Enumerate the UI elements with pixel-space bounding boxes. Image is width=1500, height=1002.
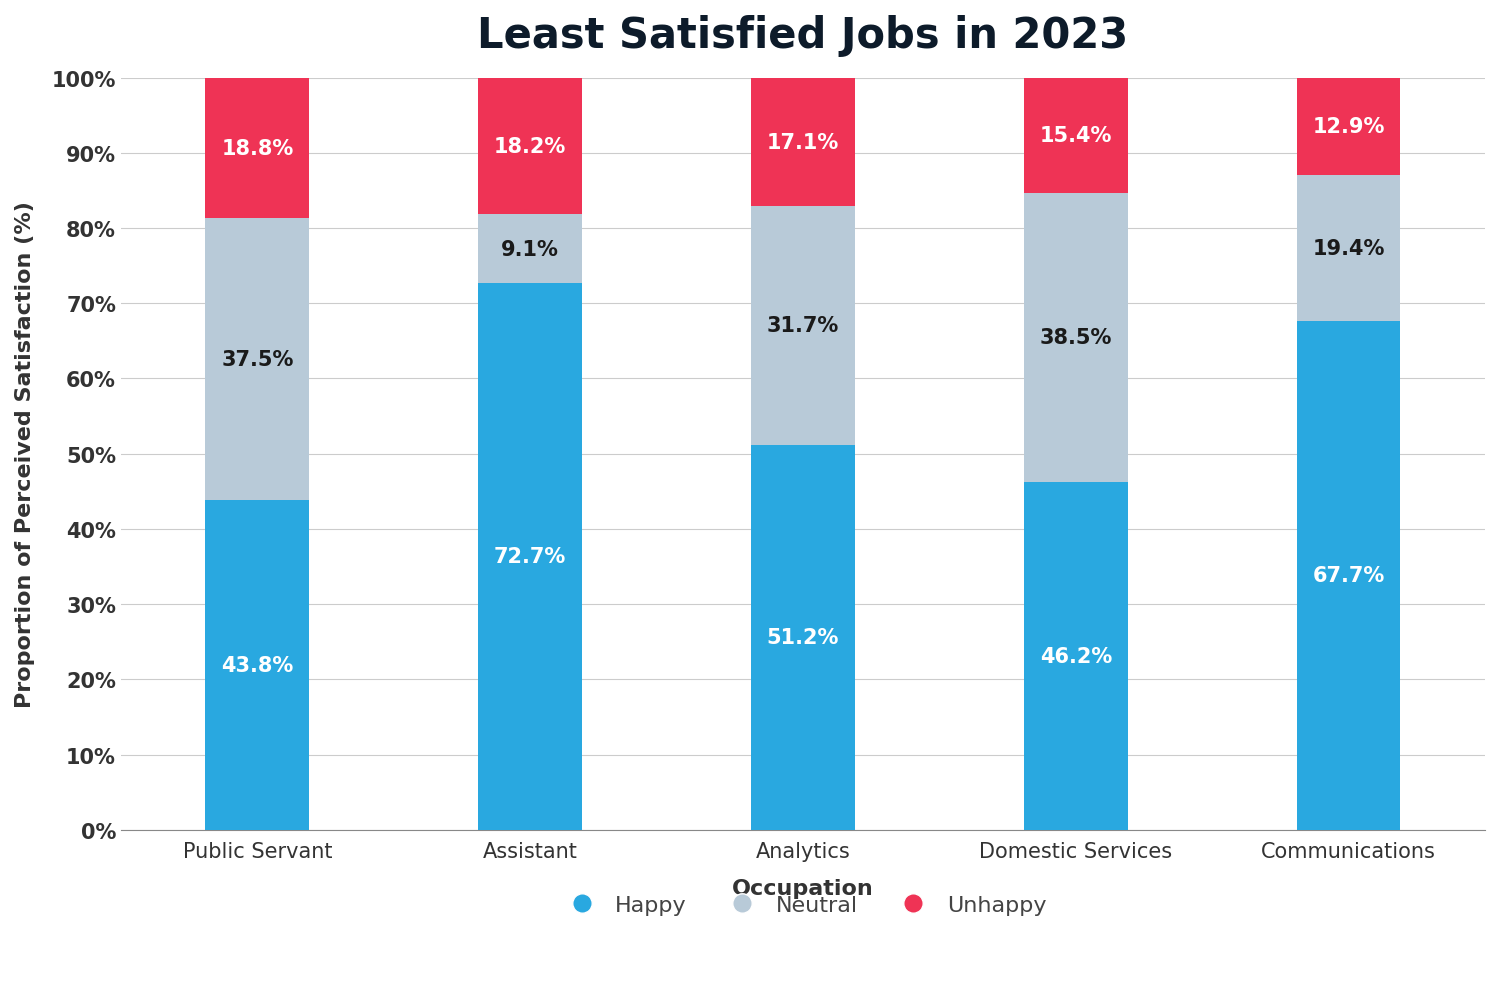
Bar <box>752 78 855 207</box>
Title: Least Satisfied Jobs in 2023: Least Satisfied Jobs in 2023 <box>477 15 1128 57</box>
Text: 18.8%: 18.8% <box>220 138 294 158</box>
Bar <box>752 445 855 830</box>
Bar <box>1024 193 1128 483</box>
Text: 31.7%: 31.7% <box>766 316 838 336</box>
Bar <box>1298 175 1401 322</box>
Text: 72.7%: 72.7% <box>494 547 567 567</box>
Y-axis label: Proportion of Perceived Satisfaction (%): Proportion of Perceived Satisfaction (%) <box>15 201 34 707</box>
Bar <box>478 215 582 284</box>
Bar <box>206 219 309 501</box>
Text: 37.5%: 37.5% <box>220 350 294 370</box>
Text: 17.1%: 17.1% <box>766 132 838 152</box>
Text: 43.8%: 43.8% <box>220 655 294 675</box>
Text: 15.4%: 15.4% <box>1040 125 1112 145</box>
Text: 38.5%: 38.5% <box>1040 328 1112 348</box>
Bar <box>1298 322 1401 830</box>
Bar <box>478 284 582 830</box>
Bar <box>206 501 309 830</box>
Text: 12.9%: 12.9% <box>1312 117 1384 137</box>
Bar <box>752 207 855 445</box>
X-axis label: Occupation: Occupation <box>732 878 874 898</box>
Bar <box>1024 483 1128 830</box>
Bar <box>1024 78 1128 193</box>
Legend: Happy, Neutral, Unhappy: Happy, Neutral, Unhappy <box>550 887 1054 924</box>
Bar <box>478 78 582 215</box>
Text: 51.2%: 51.2% <box>766 627 838 647</box>
Text: 46.2%: 46.2% <box>1040 646 1112 666</box>
Bar <box>1298 78 1401 175</box>
Text: 19.4%: 19.4% <box>1312 238 1384 259</box>
Text: 18.2%: 18.2% <box>494 137 567 157</box>
Text: 9.1%: 9.1% <box>501 239 560 260</box>
Text: 67.7%: 67.7% <box>1312 565 1384 585</box>
Bar <box>206 78 309 219</box>
